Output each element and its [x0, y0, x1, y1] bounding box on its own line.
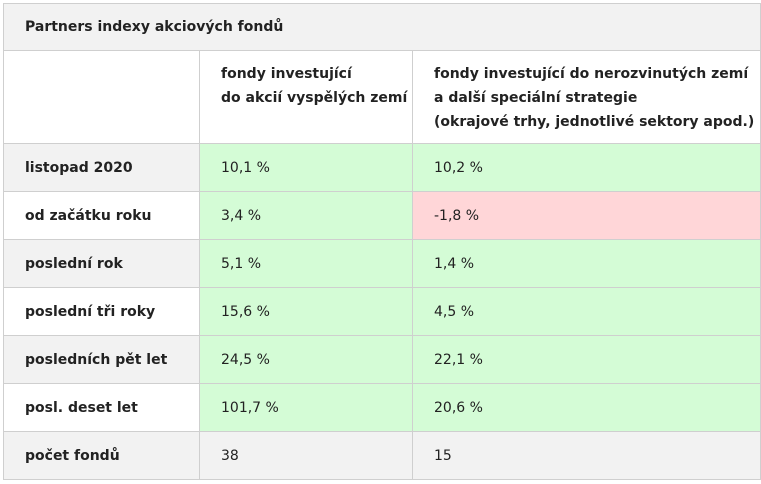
column-header-emerging: fondy investující do nerozvinutých zemí …: [411, 50, 761, 144]
table-row: počet fondů 38 15: [3, 431, 761, 480]
value-cell: 1,4 %: [411, 239, 761, 288]
table-row: poslední rok 5,1 % 1,4 %: [3, 239, 761, 288]
row-label: poslední tři roky: [3, 287, 200, 336]
column-header-line: do akcií vyspělých zemí: [221, 90, 408, 106]
value-cell: 10,2 %: [411, 143, 761, 192]
empty-header-cell: [3, 50, 200, 144]
row-label: posledních pět let: [3, 335, 200, 384]
value-cell: 3,4 %: [199, 191, 413, 240]
column-header-line: fondy investující do nerozvinutých zemí: [434, 66, 749, 82]
table-title: Partners indexy akciových fondů: [2, 3, 761, 51]
value-cell: 10,1 %: [199, 143, 413, 192]
value-cell: 20,6 %: [411, 383, 761, 432]
table-row: poslední tři roky 15,6 % 4,5 %: [3, 287, 761, 336]
funds-table-container: Partners indexy akciových fondů fondy in…: [2, 3, 761, 482]
value-cell: 22,1 %: [411, 335, 761, 384]
funds-index-table: Partners indexy akciových fondů fondy in…: [2, 3, 761, 480]
column-header-line: fondy investující: [221, 66, 352, 82]
value-cell: 5,1 %: [199, 239, 413, 288]
value-cell: 38: [199, 431, 413, 480]
row-label: listopad 2020: [3, 143, 200, 192]
table-title-row: Partners indexy akciových fondů: [2, 3, 761, 51]
row-label: počet fondů: [3, 431, 200, 480]
value-cell: 15: [411, 431, 761, 480]
value-cell: 101,7 %: [199, 383, 413, 432]
row-label: posl. deset let: [3, 383, 200, 432]
value-cell: 15,6 %: [199, 287, 413, 336]
table-row: listopad 2020 10,1 % 10,2 %: [3, 143, 761, 192]
column-header-line: a další speciální strategie: [434, 90, 638, 106]
value-cell: 4,5 %: [411, 287, 761, 336]
column-header-row: fondy investující do akcií vyspělých zem…: [3, 50, 761, 144]
value-cell: 24,5 %: [199, 335, 413, 384]
row-label: poslední rok: [3, 239, 200, 288]
column-header-line: (okrajové trhy, jednotlivé sektory apod.…: [434, 114, 755, 130]
table-row: od začátku roku 3,4 % -1,8 %: [3, 191, 761, 240]
column-header-developed: fondy investující do akcií vyspělých zem…: [199, 50, 413, 144]
table-row: posl. deset let 101,7 % 20,6 %: [3, 383, 761, 432]
row-label: od začátku roku: [3, 191, 200, 240]
table-row: posledních pět let 24,5 % 22,1 %: [3, 335, 761, 384]
value-cell: -1,8 %: [411, 191, 761, 240]
table-body: listopad 2020 10,1 % 10,2 % od začátku roku…: [3, 143, 761, 480]
